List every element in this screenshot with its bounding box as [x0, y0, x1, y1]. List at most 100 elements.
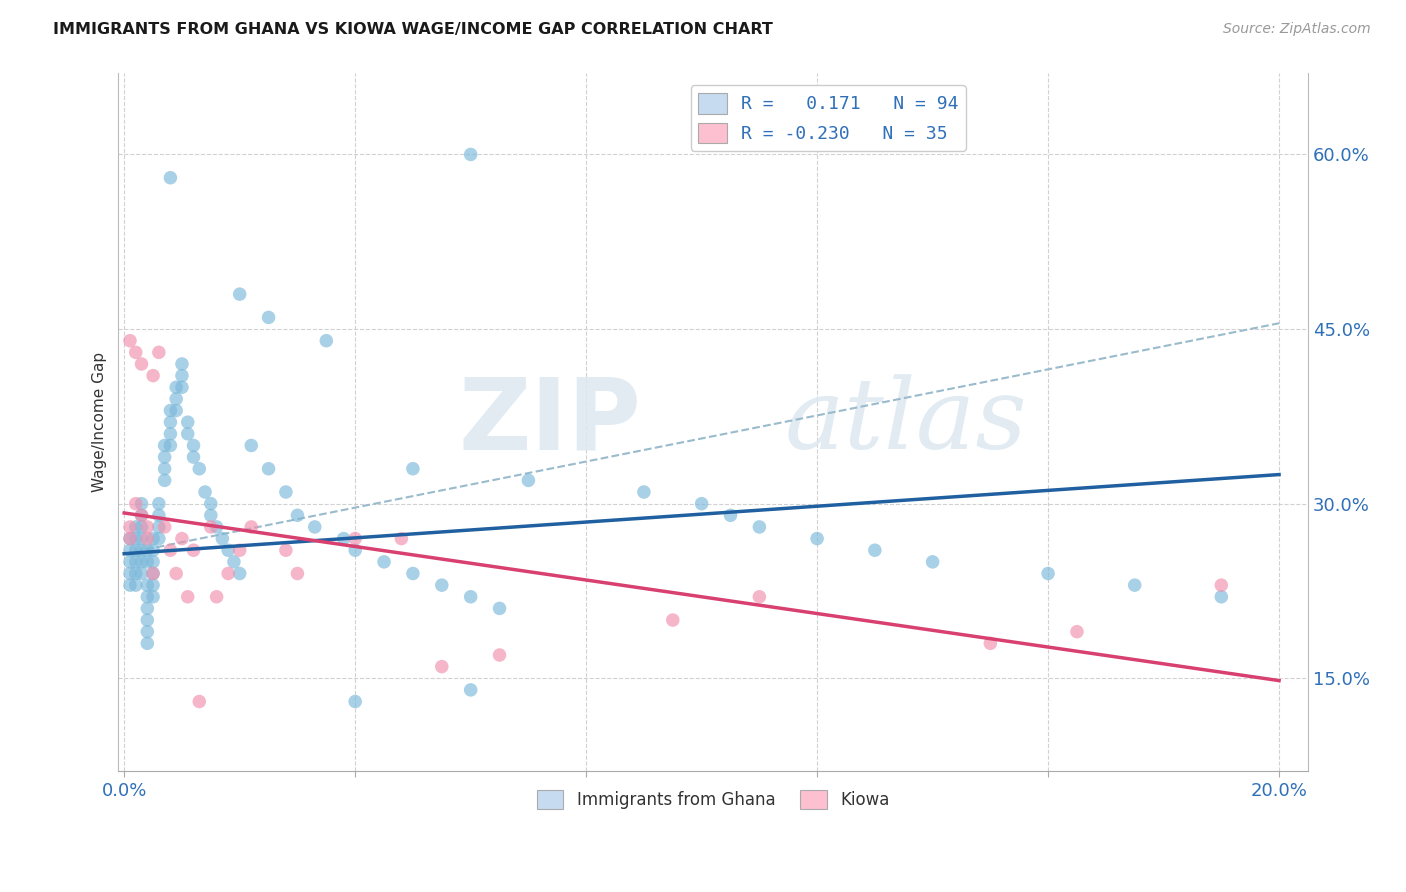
Text: Source: ZipAtlas.com: Source: ZipAtlas.com	[1223, 22, 1371, 37]
Point	[136, 636, 159, 650]
Point	[274, 543, 297, 558]
Point	[131, 566, 153, 581]
Point	[748, 590, 770, 604]
Point	[131, 497, 153, 511]
Point	[165, 392, 187, 406]
Point	[131, 357, 153, 371]
Y-axis label: Wage/Income Gap: Wage/Income Gap	[93, 352, 107, 492]
Point	[228, 566, 250, 581]
Point	[344, 694, 367, 708]
Point	[170, 532, 193, 546]
Point	[131, 532, 153, 546]
Point	[159, 170, 181, 185]
Point	[136, 601, 159, 615]
Point	[430, 578, 453, 592]
Point	[200, 508, 222, 523]
Point	[690, 497, 713, 511]
Point	[183, 450, 205, 464]
Point	[661, 613, 683, 627]
Point	[159, 426, 181, 441]
Point	[136, 613, 159, 627]
Point	[188, 461, 211, 475]
Point	[1036, 566, 1059, 581]
Point	[979, 636, 1001, 650]
Point	[633, 485, 655, 500]
Point	[142, 555, 165, 569]
Point	[125, 578, 148, 592]
Point	[170, 380, 193, 394]
Point	[136, 532, 159, 546]
Point	[131, 520, 153, 534]
Point	[125, 532, 148, 546]
Point	[142, 566, 165, 581]
Point	[159, 438, 181, 452]
Point	[153, 461, 176, 475]
Point	[159, 543, 181, 558]
Point	[170, 357, 193, 371]
Point	[748, 520, 770, 534]
Point	[257, 310, 280, 325]
Point	[222, 555, 245, 569]
Point	[148, 520, 170, 534]
Text: ZIP: ZIP	[458, 374, 641, 471]
Point	[142, 368, 165, 383]
Point	[131, 508, 153, 523]
Point	[720, 508, 742, 523]
Point	[148, 497, 170, 511]
Point	[344, 532, 367, 546]
Point	[136, 624, 159, 639]
Point	[287, 508, 309, 523]
Point	[131, 508, 153, 523]
Point	[1066, 624, 1088, 639]
Point	[148, 345, 170, 359]
Point	[332, 532, 354, 546]
Point	[125, 345, 148, 359]
Point	[402, 566, 425, 581]
Point	[125, 566, 148, 581]
Point	[118, 520, 141, 534]
Point	[430, 659, 453, 673]
Point	[142, 566, 165, 581]
Legend: Immigrants from Ghana, Kiowa: Immigrants from Ghana, Kiowa	[530, 783, 897, 815]
Point	[217, 566, 239, 581]
Point	[205, 520, 228, 534]
Point	[136, 590, 159, 604]
Point	[136, 520, 159, 534]
Point	[200, 520, 222, 534]
Point	[125, 497, 148, 511]
Point	[118, 566, 141, 581]
Point	[153, 438, 176, 452]
Point	[165, 566, 187, 581]
Point	[188, 694, 211, 708]
Point	[921, 555, 943, 569]
Point	[373, 555, 395, 569]
Point	[1123, 578, 1146, 592]
Point	[136, 543, 159, 558]
Point	[228, 287, 250, 301]
Point	[165, 380, 187, 394]
Point	[118, 543, 141, 558]
Point	[177, 426, 200, 441]
Point	[136, 578, 159, 592]
Point	[488, 648, 510, 662]
Point	[274, 485, 297, 500]
Point	[304, 520, 326, 534]
Point	[287, 566, 309, 581]
Point	[806, 532, 828, 546]
Point	[517, 474, 540, 488]
Point	[488, 601, 510, 615]
Point	[136, 555, 159, 569]
Point	[118, 532, 141, 546]
Text: IMMIGRANTS FROM GHANA VS KIOWA WAGE/INCOME GAP CORRELATION CHART: IMMIGRANTS FROM GHANA VS KIOWA WAGE/INCO…	[53, 22, 773, 37]
Point	[142, 532, 165, 546]
Point	[1211, 590, 1233, 604]
Point	[159, 415, 181, 429]
Point	[131, 555, 153, 569]
Point	[142, 590, 165, 604]
Point	[125, 555, 148, 569]
Point	[118, 532, 141, 546]
Point	[131, 543, 153, 558]
Point	[153, 474, 176, 488]
Point	[183, 543, 205, 558]
Point	[194, 485, 217, 500]
